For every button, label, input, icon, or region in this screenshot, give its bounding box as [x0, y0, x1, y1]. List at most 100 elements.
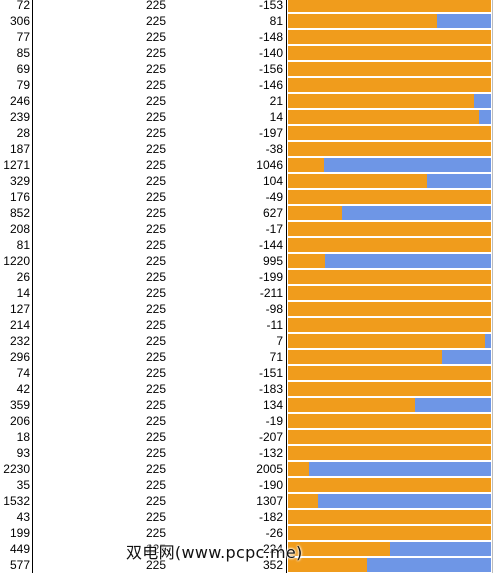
cell-value-c[interactable]: -11 [266, 318, 283, 332]
cell-value-a[interactable]: 72 [16, 0, 30, 12]
cell-value-c[interactable]: -98 [265, 302, 283, 316]
cell-value-c[interactable]: -19 [265, 414, 283, 428]
cell-value-a[interactable]: 296 [9, 350, 30, 364]
cell-value-a[interactable]: 35 [16, 478, 30, 492]
cell-value-b[interactable]: 225 [145, 398, 166, 412]
cell-value-a[interactable]: 81 [16, 238, 30, 252]
cell-value-a[interactable]: 239 [9, 110, 30, 124]
cell-value-a[interactable]: 85 [16, 46, 30, 60]
cell-value-c[interactable]: 352 [262, 558, 283, 572]
cell-value-a[interactable]: 1220 [3, 254, 30, 268]
cell-value-c[interactable]: 1046 [256, 158, 283, 172]
cell-value-a[interactable]: 1532 [3, 494, 30, 508]
cell-value-c[interactable]: -140 [258, 46, 283, 60]
cell-value-a[interactable]: 306 [9, 14, 30, 28]
cell-value-c[interactable]: 2005 [256, 462, 283, 476]
cell-value-c[interactable]: -199 [258, 270, 283, 284]
cell-value-a[interactable]: 74 [16, 366, 30, 380]
cell-value-a[interactable]: 69 [16, 62, 30, 76]
cell-value-a[interactable]: 246 [9, 94, 30, 108]
cell-value-a[interactable]: 187 [9, 142, 30, 156]
cell-value-c[interactable]: -17 [265, 222, 283, 236]
cell-value-a[interactable]: 79 [16, 78, 30, 92]
cell-value-b[interactable]: 225 [145, 462, 166, 476]
cell-value-c[interactable]: -207 [258, 430, 283, 444]
cell-value-a[interactable]: 28 [16, 126, 30, 140]
cell-value-c[interactable]: -211 [259, 286, 283, 300]
cell-value-c[interactable]: 7 [276, 334, 283, 348]
cell-value-b[interactable]: 225 [145, 126, 166, 140]
cell-value-c[interactable]: 995 [262, 254, 283, 268]
cell-value-b[interactable]: 225 [145, 238, 166, 252]
cell-value-b[interactable]: 225 [145, 302, 166, 316]
cell-value-b[interactable]: 225 [145, 542, 166, 556]
cell-value-c[interactable]: 134 [262, 398, 283, 412]
cell-value-a[interactable]: 449 [9, 542, 30, 556]
cell-value-a[interactable]: 26 [16, 270, 30, 284]
cell-value-a[interactable]: 2230 [3, 462, 30, 476]
cell-value-a[interactable]: 14 [16, 286, 30, 300]
cell-value-b[interactable]: 225 [145, 558, 166, 572]
cell-value-c[interactable]: -38 [265, 142, 283, 156]
cell-value-b[interactable]: 225 [145, 110, 166, 124]
cell-value-b[interactable]: 225 [145, 270, 166, 284]
cell-value-b[interactable]: 225 [145, 510, 166, 524]
cell-value-a[interactable]: 577 [9, 558, 30, 572]
cell-value-a[interactable]: 329 [9, 174, 30, 188]
cell-value-b[interactable]: 225 [145, 446, 166, 460]
cell-value-c[interactable]: 224 [262, 542, 283, 556]
cell-value-c[interactable]: 1307 [256, 494, 283, 508]
cell-value-a[interactable]: 93 [16, 446, 30, 460]
cell-value-b[interactable]: 225 [145, 142, 166, 156]
cell-value-a[interactable]: 232 [9, 334, 30, 348]
cell-value-c[interactable]: -146 [258, 78, 283, 92]
cell-value-b[interactable]: 225 [145, 78, 166, 92]
cell-value-c[interactable]: -132 [258, 446, 283, 460]
cell-value-b[interactable]: 225 [145, 222, 166, 236]
cell-value-a[interactable]: 43 [16, 510, 30, 524]
cell-value-b[interactable]: 225 [145, 318, 166, 332]
cell-value-b[interactable]: 225 [145, 366, 166, 380]
cell-value-b[interactable]: 225 [145, 334, 166, 348]
cell-value-a[interactable]: 214 [9, 318, 30, 332]
cell-value-a[interactable]: 852 [9, 206, 30, 220]
cell-value-b[interactable]: 225 [145, 350, 166, 364]
cell-value-b[interactable]: 225 [145, 94, 166, 108]
cell-value-b[interactable]: 225 [145, 62, 166, 76]
cell-value-c[interactable]: -183 [258, 382, 283, 396]
cell-value-a[interactable]: 127 [9, 302, 30, 316]
cell-value-c[interactable]: 71 [269, 350, 283, 364]
cell-value-c[interactable]: -144 [258, 238, 283, 252]
cell-value-b[interactable]: 225 [145, 190, 166, 204]
cell-value-c[interactable]: -197 [258, 126, 283, 140]
cell-value-a[interactable]: 199 [9, 526, 30, 540]
cell-value-b[interactable]: 225 [145, 382, 166, 396]
cell-value-c[interactable]: -182 [258, 510, 283, 524]
cell-value-c[interactable]: -156 [258, 62, 283, 76]
cell-value-c[interactable]: 81 [269, 14, 283, 28]
cell-value-b[interactable]: 225 [145, 286, 166, 300]
cell-value-c[interactable]: -153 [258, 0, 283, 12]
cell-value-a[interactable]: 42 [16, 382, 30, 396]
cell-value-a[interactable]: 208 [9, 222, 30, 236]
cell-value-b[interactable]: 225 [145, 30, 166, 44]
cell-value-b[interactable]: 225 [145, 526, 166, 540]
cell-value-c[interactable]: 627 [262, 206, 283, 220]
cell-value-a[interactable]: 18 [16, 430, 30, 444]
cell-value-a[interactable]: 206 [9, 414, 30, 428]
cell-value-c[interactable]: -151 [258, 366, 283, 380]
cell-value-b[interactable]: 225 [145, 478, 166, 492]
cell-value-c[interactable]: 21 [269, 94, 283, 108]
cell-value-c[interactable]: -190 [258, 478, 283, 492]
cell-value-b[interactable]: 225 [145, 206, 166, 220]
cell-value-b[interactable]: 225 [145, 494, 166, 508]
cell-value-c[interactable]: -26 [265, 526, 283, 540]
cell-value-a[interactable]: 77 [16, 30, 30, 44]
cell-value-b[interactable]: 225 [145, 14, 166, 28]
cell-value-c[interactable]: 14 [269, 110, 283, 124]
cell-value-b[interactable]: 225 [145, 174, 166, 188]
cell-value-b[interactable]: 225 [145, 46, 166, 60]
cell-value-b[interactable]: 225 [145, 254, 166, 268]
cell-value-a[interactable]: 359 [9, 398, 30, 412]
cell-value-c[interactable]: 104 [262, 174, 283, 188]
